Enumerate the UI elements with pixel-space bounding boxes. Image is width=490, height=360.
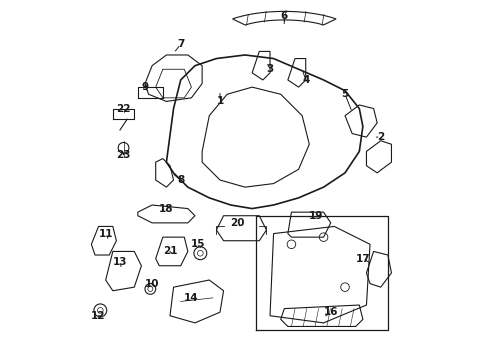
Text: 13: 13	[113, 257, 127, 267]
Text: 22: 22	[116, 104, 131, 113]
Text: 21: 21	[163, 247, 177, 256]
Text: 23: 23	[116, 150, 131, 160]
Text: 16: 16	[323, 307, 338, 317]
Text: 17: 17	[356, 253, 370, 264]
Text: 10: 10	[145, 279, 159, 289]
Text: 18: 18	[159, 203, 173, 213]
Text: 2: 2	[377, 132, 384, 142]
Text: 5: 5	[342, 89, 349, 99]
Text: 8: 8	[177, 175, 184, 185]
Text: 15: 15	[191, 239, 206, 249]
Text: 3: 3	[267, 64, 273, 74]
Text: 4: 4	[302, 75, 309, 85]
Text: 6: 6	[281, 11, 288, 21]
Text: 7: 7	[177, 39, 184, 49]
Text: 11: 11	[98, 229, 113, 239]
Text: 9: 9	[142, 82, 148, 92]
Text: 14: 14	[184, 293, 199, 303]
Text: 12: 12	[91, 311, 106, 321]
Text: 1: 1	[217, 96, 223, 107]
Text: 19: 19	[309, 211, 323, 221]
Text: 20: 20	[231, 218, 245, 228]
